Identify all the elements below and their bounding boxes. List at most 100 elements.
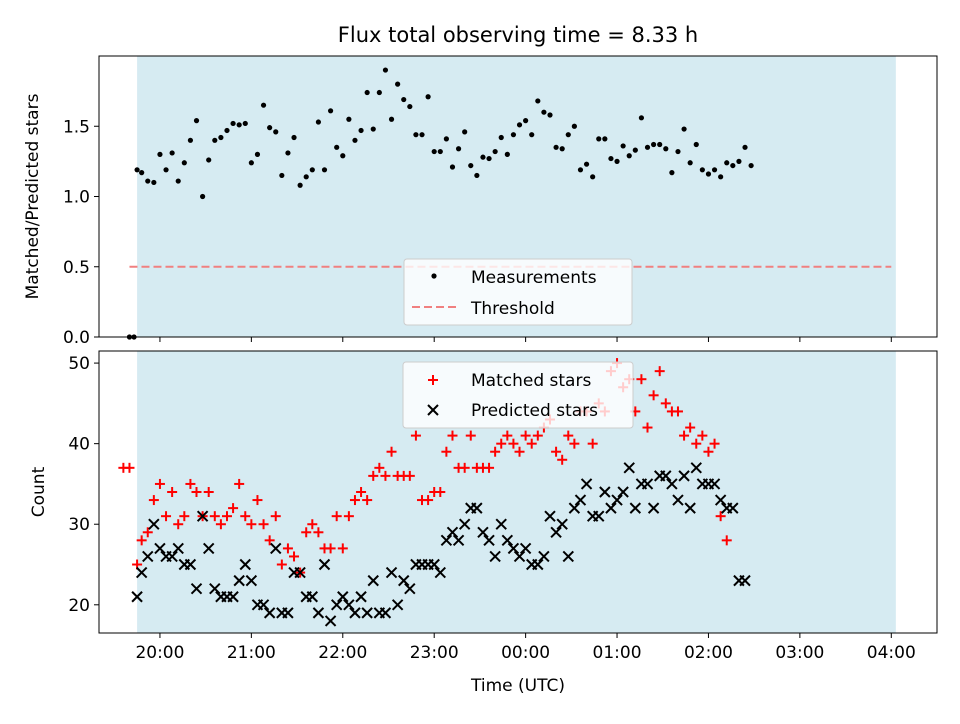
predicted-star-point: [617, 486, 629, 498]
measurement-point: [291, 134, 297, 141]
y-tick-label: 0.5: [63, 258, 90, 278]
predicted-star-point: [154, 542, 166, 555]
measurement-point: [437, 148, 443, 155]
matched-star-point: [215, 519, 226, 530]
matched-star-point: [679, 430, 690, 441]
legend-box: [403, 258, 633, 326]
predicted-star-point: [538, 550, 550, 563]
matched-star-point: [441, 446, 452, 457]
matched-star-point: [374, 462, 385, 473]
measurement-point: [388, 116, 395, 122]
measurement-point: [212, 137, 218, 143]
predicted-star-point: [452, 534, 465, 547]
measurement-point: [309, 167, 315, 173]
matched-star-point: [672, 406, 683, 417]
measurement-point: [200, 193, 206, 200]
y-tick-label: 20: [68, 596, 90, 616]
measurement-point: [285, 150, 291, 156]
measurement-point: [134, 167, 140, 173]
predicted-star-point: [202, 542, 215, 555]
matched-star-point: [368, 470, 379, 481]
measurement-point: [748, 162, 754, 169]
matched-star-point: [246, 519, 257, 530]
matched-star-point: [648, 390, 659, 401]
predicted-star-point: [727, 502, 739, 514]
predicted-star-point: [282, 607, 294, 619]
matched-star-point: [191, 487, 202, 497]
measurement-point: [681, 126, 687, 132]
predicted-star-point: [513, 550, 526, 563]
matched-star-point: [435, 487, 446, 497]
measurement-point: [407, 103, 413, 110]
measurement-point: [675, 148, 681, 155]
matched-star-point: [660, 398, 671, 409]
count-points: [118, 358, 751, 627]
top-panel: 0.0 0.5 1.0 1.5 Flux total observing time =…: [23, 23, 938, 348]
predicted-star-point: [532, 558, 544, 571]
measurement-point: [632, 147, 638, 153]
matched-star-point: [234, 478, 245, 489]
measurement-point: [736, 158, 742, 164]
measurement-point: [516, 122, 523, 128]
measurement-point: [224, 127, 230, 134]
predicted-star-point: [209, 582, 221, 595]
predicted-star-point: [660, 470, 672, 482]
matched-star-point: [563, 430, 574, 441]
measurement-point: [474, 172, 480, 179]
predicted-star-point: [324, 615, 337, 627]
predicted-star-point: [672, 494, 684, 506]
measurement-point: [547, 112, 553, 118]
predicted-star-point: [471, 502, 483, 514]
measurement-point: [382, 67, 389, 73]
chart-title: Flux total observing time = 8.33 h: [338, 23, 698, 47]
predicted-star-point: [599, 486, 611, 498]
predicted-star-point: [739, 574, 751, 587]
measurement-point: [504, 151, 510, 157]
measurement-point: [711, 167, 718, 173]
measurement-point: [614, 158, 620, 164]
predicted-star-point: [190, 582, 203, 595]
measurement-point: [492, 148, 498, 155]
y-tick-label: 50: [68, 354, 90, 374]
matched-star-point: [654, 366, 665, 377]
predicted-star-point: [131, 591, 143, 603]
measurement-point: [523, 118, 529, 124]
predicted-star-point: [544, 510, 556, 522]
matched-star-point: [532, 430, 543, 441]
matched-star-point: [313, 527, 324, 538]
y-tick-label: 1.5: [63, 117, 90, 137]
measurement-point: [364, 89, 370, 96]
x-tick-label: 03:00: [775, 643, 824, 663]
predicted-star-point: [227, 591, 239, 603]
measurement-point: [541, 109, 547, 115]
measurement-point: [535, 98, 541, 104]
top-y-axis-label: Matched/Predicted stars: [23, 93, 43, 299]
predicted-star-point: [605, 502, 617, 514]
predicted-star-point: [294, 566, 306, 579]
matched-star-point: [496, 438, 507, 449]
matched-star-point: [520, 430, 531, 441]
predicted-star-point: [434, 566, 447, 579]
measurement-point: [248, 160, 254, 166]
matched-star-point: [331, 511, 342, 522]
measurement-point: [401, 96, 407, 103]
measurement-point: [321, 167, 328, 173]
matched-star-point: [386, 446, 397, 457]
matched-star-point: [447, 430, 458, 441]
predicted-star-point: [428, 558, 440, 571]
predicted-star-point: [574, 494, 587, 506]
predicted-star-point: [483, 534, 495, 547]
measurement-point: [510, 132, 517, 138]
matched-star-point: [642, 422, 653, 433]
predicted-star-point: [489, 550, 501, 563]
predicted-star-point: [361, 607, 373, 619]
legend-box: [402, 361, 634, 429]
matched-star-point: [557, 454, 568, 465]
bottom-panel-axes: 20 30 40 50 20:00 21:00 22:00 23:00 00:00 01:00 02…: [68, 354, 915, 663]
top-legend: Measurements Threshold: [403, 258, 633, 326]
measurement-point: [297, 182, 303, 188]
matched-star-point: [349, 495, 360, 506]
bottom-legend: Matched stars Predicted stars: [402, 361, 634, 429]
matched-star-point: [404, 470, 415, 481]
